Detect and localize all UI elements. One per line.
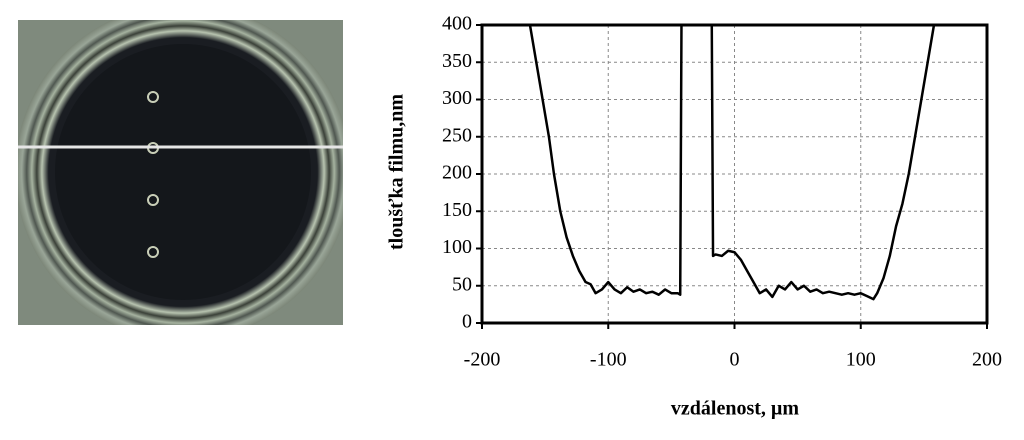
y-tick-label: 350 [442, 50, 472, 72]
x-tick-label: 0 [730, 349, 740, 371]
y-axis-label: tloušťka filmu,nm [386, 94, 408, 250]
y-tick-label: 400 [442, 13, 472, 35]
x-tick-label: -200 [464, 349, 501, 371]
data-line [528, 24, 936, 301]
y-tick-label: 150 [442, 199, 472, 221]
interferogram-photo [18, 20, 343, 325]
y-tick-label: 300 [442, 87, 472, 109]
x-tick-label: -100 [590, 349, 627, 371]
y-tick-label: 250 [442, 124, 472, 146]
x-tick-label: 100 [846, 349, 876, 371]
y-tick-label: 0 [462, 311, 472, 333]
x-tick-label: 200 [972, 349, 1002, 371]
y-tick-label: 100 [442, 236, 472, 258]
y-tick-label: 200 [442, 162, 472, 184]
x-axis-label: vzdálenost, µm [671, 398, 800, 420]
plot-frame [480, 23, 989, 325]
y-tick-label: 50 [452, 273, 472, 295]
